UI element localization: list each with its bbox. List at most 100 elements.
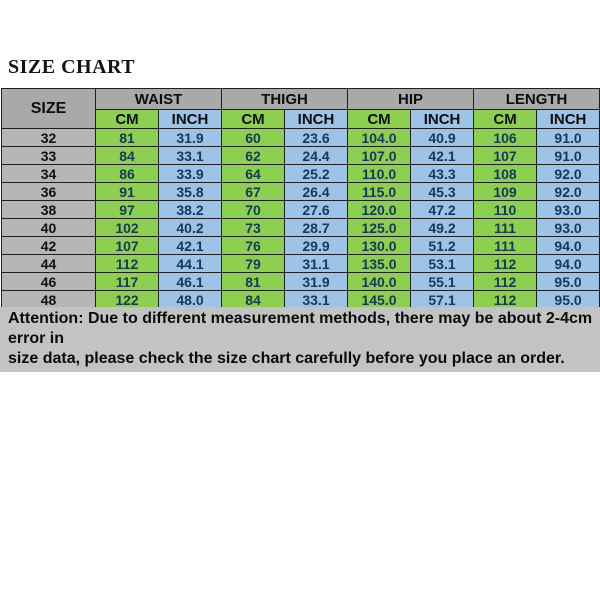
cell-hip-cm: 120.0 <box>347 200 412 219</box>
cell-hip-inch: 53.1 <box>410 254 475 273</box>
cell-thigh-inch: 25.2 <box>283 164 349 183</box>
cell-length-cm: 111 <box>473 236 538 255</box>
cell-thigh-inch: 23.6 <box>283 128 349 147</box>
cell-thigh-inch: 29.9 <box>283 236 349 255</box>
cell-hip-inch: 57.1 <box>410 290 475 309</box>
cell-length-inch: 95.0 <box>536 290 600 309</box>
cell-waist-cm: 107 <box>95 236 159 255</box>
table-row: 48 122 48.0 84 33.1 145.0 57.1 112 95.0 <box>1 290 600 309</box>
cell-size: 34 <box>1 164 96 183</box>
cell-length-inch: 94.0 <box>536 236 600 255</box>
cell-thigh-inch: 31.9 <box>283 272 349 291</box>
cell-waist-cm: 91 <box>95 182 159 201</box>
cell-length-cm: 110 <box>473 200 538 219</box>
col-group-waist: WAIST <box>95 88 222 110</box>
cell-hip-cm: 140.0 <box>347 272 412 291</box>
cell-length-cm: 112 <box>473 272 538 291</box>
cell-length-cm: 109 <box>473 182 538 201</box>
col-header-hip-cm: CM <box>347 109 412 129</box>
cell-size: 46 <box>1 272 96 291</box>
cell-waist-cm: 112 <box>95 254 159 273</box>
cell-waist-cm: 122 <box>95 290 159 309</box>
cell-hip-cm: 130.0 <box>347 236 412 255</box>
cell-size: 32 <box>1 128 96 147</box>
cell-hip-cm: 145.0 <box>347 290 412 309</box>
cell-waist-inch: 35.8 <box>158 182 222 201</box>
cell-size: 42 <box>1 236 96 255</box>
cell-thigh-cm: 76 <box>221 236 285 255</box>
col-header-waist-inch: INCH <box>158 109 222 129</box>
cell-length-inch: 92.0 <box>536 164 600 183</box>
cell-waist-inch: 40.2 <box>158 218 222 237</box>
table-row: 33 84 33.1 62 24.4 107.0 42.1 107 91.0 <box>1 146 600 165</box>
col-header-thigh-cm: CM <box>221 109 285 129</box>
cell-waist-cm: 97 <box>95 200 159 219</box>
cell-hip-cm: 115.0 <box>347 182 412 201</box>
cell-waist-inch: 42.1 <box>158 236 222 255</box>
cell-thigh-inch: 26.4 <box>283 182 349 201</box>
cell-thigh-inch: 33.1 <box>283 290 349 309</box>
cell-thigh-inch: 31.1 <box>283 254 349 273</box>
cell-thigh-cm: 67 <box>221 182 285 201</box>
table-row: 44 112 44.1 79 31.1 135.0 53.1 112 94.0 <box>1 254 600 273</box>
col-header-length-inch: INCH <box>536 109 600 129</box>
cell-hip-inch: 40.9 <box>410 128 475 147</box>
cell-length-cm: 107 <box>473 146 538 165</box>
cell-length-cm: 108 <box>473 164 538 183</box>
cell-length-cm: 111 <box>473 218 538 237</box>
cell-waist-inch: 44.1 <box>158 254 222 273</box>
attention-note: Attention: Due to different measurement … <box>0 307 600 372</box>
page-title: SIZE CHART <box>8 56 136 78</box>
attention-line-2: size data, please check the size chart c… <box>8 350 565 367</box>
table-unit-header-row: CM INCH CM INCH CM INCH CM INCH <box>2 109 600 129</box>
cell-length-inch: 95.0 <box>536 272 600 291</box>
cell-hip-cm: 104.0 <box>347 128 412 147</box>
cell-waist-inch: 33.1 <box>158 146 222 165</box>
cell-waist-inch: 33.9 <box>158 164 222 183</box>
cell-waist-cm: 84 <box>95 146 159 165</box>
cell-waist-cm: 102 <box>95 218 159 237</box>
cell-hip-cm: 135.0 <box>347 254 412 273</box>
cell-size: 36 <box>1 182 96 201</box>
cell-hip-inch: 42.1 <box>410 146 475 165</box>
cell-length-inch: 94.0 <box>536 254 600 273</box>
cell-thigh-cm: 84 <box>221 290 285 309</box>
col-header-size: SIZE <box>1 88 96 129</box>
cell-waist-inch: 38.2 <box>158 200 222 219</box>
cell-thigh-inch: 27.6 <box>283 200 349 219</box>
cell-hip-inch: 49.2 <box>410 218 475 237</box>
cell-thigh-cm: 60 <box>221 128 285 147</box>
cell-waist-cm: 81 <box>95 128 159 147</box>
cell-hip-inch: 43.3 <box>410 164 475 183</box>
table-row: 36 91 35.8 67 26.4 115.0 45.3 109 92.0 <box>1 182 600 201</box>
cell-thigh-inch: 24.4 <box>283 146 349 165</box>
cell-length-inch: 91.0 <box>536 146 600 165</box>
cell-thigh-cm: 62 <box>221 146 285 165</box>
cell-thigh-cm: 79 <box>221 254 285 273</box>
cell-thigh-cm: 70 <box>221 200 285 219</box>
cell-waist-inch: 31.9 <box>158 128 222 147</box>
cell-length-inch: 93.0 <box>536 218 600 237</box>
cell-waist-cm: 86 <box>95 164 159 183</box>
table-row: 34 86 33.9 64 25.2 110.0 43.3 108 92.0 <box>1 164 600 183</box>
cell-hip-inch: 55.1 <box>410 272 475 291</box>
table-row: 32 81 31.9 60 23.6 104.0 40.9 106 91.0 <box>1 128 600 147</box>
table-row: 42 107 42.1 76 29.9 130.0 51.2 111 94.0 <box>1 236 600 255</box>
cell-thigh-inch: 28.7 <box>283 218 349 237</box>
cell-size: 38 <box>1 200 96 219</box>
col-group-hip: HIP <box>347 88 475 110</box>
col-header-hip-inch: INCH <box>410 109 475 129</box>
cell-thigh-cm: 64 <box>221 164 285 183</box>
cell-length-cm: 106 <box>473 128 538 147</box>
cell-hip-cm: 107.0 <box>347 146 412 165</box>
col-group-length: LENGTH <box>473 88 600 110</box>
cell-hip-cm: 110.0 <box>347 164 412 183</box>
cell-size: 33 <box>1 146 96 165</box>
cell-length-inch: 91.0 <box>536 128 600 147</box>
cell-thigh-cm: 73 <box>221 218 285 237</box>
cell-size: 48 <box>1 290 96 309</box>
col-header-length-cm: CM <box>473 109 538 129</box>
cell-thigh-cm: 81 <box>221 272 285 291</box>
cell-hip-inch: 47.2 <box>410 200 475 219</box>
cell-hip-inch: 45.3 <box>410 182 475 201</box>
